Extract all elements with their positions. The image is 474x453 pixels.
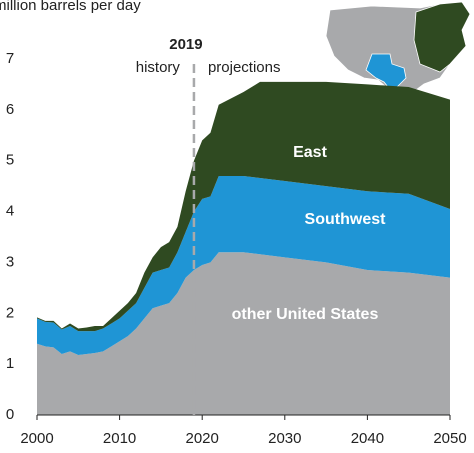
y-tick-label: 7 xyxy=(6,50,14,67)
y-tick-label: 1 xyxy=(6,355,14,372)
area xyxy=(37,252,450,415)
x-tick-label: 2020 xyxy=(186,430,219,447)
x-tick-label: 2030 xyxy=(268,430,301,447)
x-tick-label: 2040 xyxy=(351,430,384,447)
map-inset xyxy=(325,1,471,97)
x-tick-label: 2050 xyxy=(433,430,466,447)
area-label: other United States xyxy=(232,306,379,323)
history-label: history xyxy=(136,59,181,76)
y-tick-label: 2 xyxy=(6,304,14,321)
x-tick-label: 2010 xyxy=(103,430,136,447)
y-axis-label: million barrels per day xyxy=(0,0,141,14)
y-tick-label: 4 xyxy=(6,203,14,220)
area-label: East xyxy=(293,144,327,161)
y-tick-label: 5 xyxy=(6,152,14,169)
y-tick-label: 6 xyxy=(6,101,14,118)
area-label: Southwest xyxy=(305,211,387,228)
divider-year: 2019 xyxy=(169,36,202,53)
area xyxy=(37,175,450,355)
y-tick-label: 0 xyxy=(6,406,14,423)
area xyxy=(37,81,450,332)
x-tick-label: 2000 xyxy=(20,430,53,447)
y-tick-label: 3 xyxy=(6,253,14,270)
projections-label: projections xyxy=(208,59,281,76)
